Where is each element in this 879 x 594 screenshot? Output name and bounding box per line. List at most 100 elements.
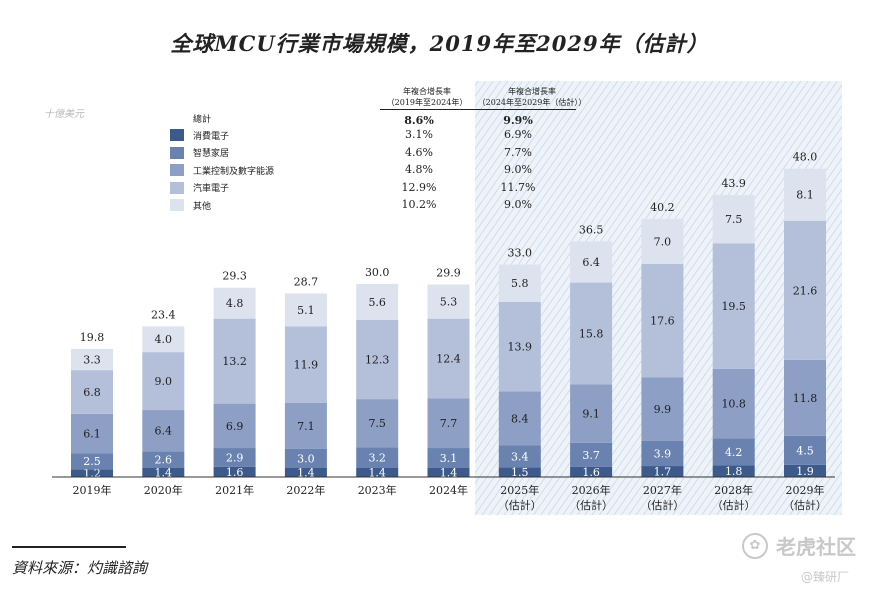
bar-value-label: 1.4 [155,466,173,479]
source-rule [12,546,126,548]
bar-segment [570,442,613,467]
bar-segment [427,398,470,449]
bar-value-label: 3.7 [582,449,600,462]
x-tick-label: 2024年 [429,483,468,497]
bar-segment [784,168,826,221]
legend-item: 智慧家居 [170,146,229,160]
legend-item: 其他 [170,198,211,212]
x-tick-label: 2023年 [358,483,397,497]
bar-segment [356,447,399,468]
bar-value-label: 10.8 [721,398,746,411]
cagr-value-forecast: 9.0% [504,163,532,176]
bar-value-label: 5.8 [511,277,529,290]
bar-value-label: 9.0 [155,375,173,388]
paw-icon: ✿ [742,532,768,559]
x-tick-label: 2028年 [714,483,753,497]
bar-value-label: 3.4 [511,450,529,463]
bar-segment [284,293,327,327]
chart-title: 全球MCU行業市場規模，2019年至2029年（估計） [170,31,709,56]
bar-value-label: 4.8 [226,297,244,310]
cagr-value-historical: 3.1% [405,128,433,141]
bar-segment [356,319,399,400]
bar-value-label: 3.2 [368,452,386,465]
bar-total-label: 30.0 [365,266,390,279]
x-tick-sublabel: （估計） [498,498,542,512]
cagr-value-forecast: 9.0% [504,198,532,211]
bar-segment [356,283,399,320]
bar-value-label: 2.5 [83,455,101,468]
bar-segment [142,451,185,468]
legend-label: 消費電子 [193,131,230,142]
bar-value-label: 7.1 [297,420,315,433]
bar-value-label: 5.6 [368,296,386,309]
x-tick-label: 2020年 [144,483,183,497]
legend-label: 智慧家居 [193,149,230,159]
cagr-value-historical: 4.8% [405,163,433,176]
bar-value-label: 13.2 [222,355,247,368]
bar-chart: 1.22.56.16.83.319.81.42.66.49.04.023.41.… [52,81,842,515]
bar-value-label: 2.9 [226,451,244,464]
cagr-header-historical: 年複合增長率 （2019年至2024年） [386,87,468,107]
bar-total-label: 40.2 [650,201,675,214]
bar-value-label: 3.3 [83,354,101,367]
bar-value-label: 5.3 [440,296,458,309]
bar-total-label: 23.4 [151,308,176,321]
bar-segment [427,284,470,319]
x-tick-label: 2027年 [643,483,682,497]
bar-value-label: 8.1 [796,189,814,202]
watermark-sub: @臻研厂 [801,570,850,584]
bar-value-label: 6.4 [582,256,600,269]
bar-value-label: 7.5 [368,417,386,430]
bar-segment [712,195,755,244]
bar-total-label: 19.8 [80,331,105,344]
bar-segment [213,466,256,477]
legend-swatch [170,181,184,194]
bar-value-label: 7.7 [440,417,458,430]
bar-segment [498,467,541,477]
legend-swatch [170,129,184,141]
cagr-total-forecast: 9.9% [503,114,533,127]
bar-segment [142,352,185,411]
bar-segment [71,413,113,454]
bar-segment [71,370,113,414]
cagr-value-forecast: 7.7% [504,145,532,159]
x-tick-sublabel: （估計） [640,498,684,512]
bar-segment [712,438,755,466]
x-tick-label: 2029年 [786,483,825,497]
bar-value-label: 4.5 [796,444,814,457]
bar-segment [284,402,327,449]
x-tick-label: 2025年 [500,483,539,497]
bar-value-label: 6.1 [83,428,101,441]
legend-item: 消費電子 [170,128,229,142]
bar-value-label: 12.4 [436,353,461,366]
bar-value-label: 1.7 [654,466,672,479]
watermark-brand: 老虎社区 [776,535,856,559]
cagr-header-rule [380,109,576,110]
watermark: ✿ 老虎社区 [742,531,856,560]
legend-item: 工業控制及數字能源 [170,163,274,177]
bar-value-label: 7.5 [725,213,743,226]
cagr-value-forecast: 11.7% [500,180,536,194]
bar-total-label: 29.9 [436,267,461,280]
bar-segment [213,318,256,404]
bar-segment [570,241,613,283]
bar-segment [142,326,185,353]
legend-label: 其他 [193,201,212,212]
legend-title: 總計 [193,115,212,125]
cagr-value-historical: 4.6% [405,145,433,159]
bar-segment [213,403,256,449]
legend-item: 汽車電子 [170,181,229,195]
bar-value-label: 1.4 [440,466,458,479]
x-tick-label: 2019年 [73,483,112,497]
bar-segment [498,264,541,302]
bar-segment [142,410,185,452]
bar-value-label: 3.0 [297,452,315,465]
bar-value-label: 3.1 [440,452,458,465]
legend-label: 汽車電子 [193,184,230,194]
bar-value-label: 1.8 [725,465,743,478]
cagr-value-historical: 12.9% [401,180,437,194]
bar-segment [784,359,826,436]
bar-value-label: 11.9 [294,359,319,372]
bar-total-label: 28.7 [294,276,319,289]
cagr-value-historical: 10.2% [401,198,437,211]
